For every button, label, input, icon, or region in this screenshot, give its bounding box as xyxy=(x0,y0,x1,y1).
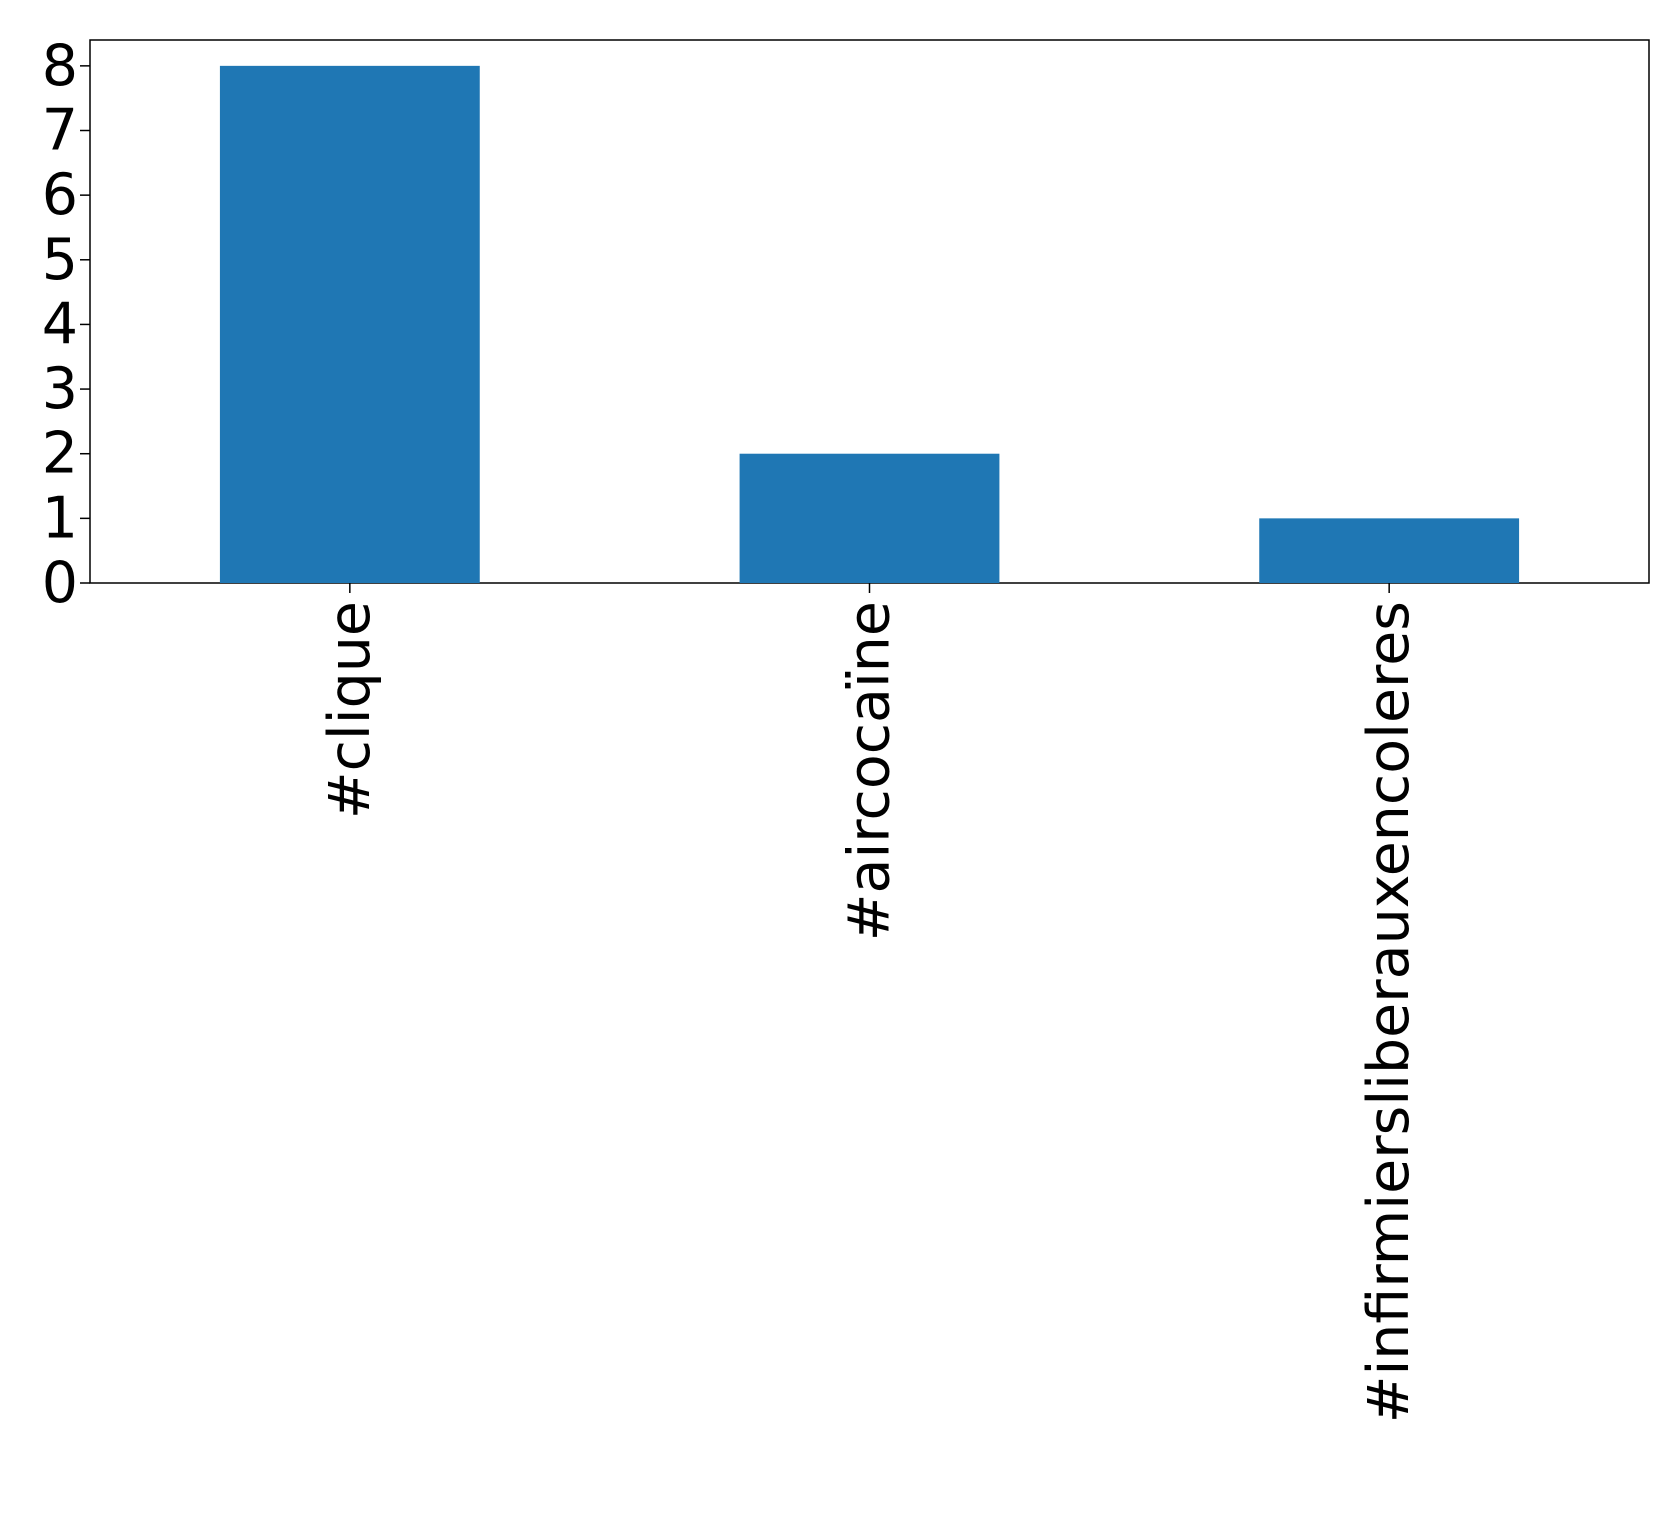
x-tick-label: #infirmiersliberauxencoleres xyxy=(1356,601,1422,1423)
y-tick-label: 6 xyxy=(42,162,78,228)
y-tick-label: 1 xyxy=(42,485,78,551)
y-tick-label: 7 xyxy=(42,98,78,164)
bar-2 xyxy=(1259,518,1520,583)
y-tick-label: 5 xyxy=(42,227,78,293)
y-tick-label: 3 xyxy=(42,356,78,422)
bars xyxy=(219,65,1520,584)
bar-0 xyxy=(219,65,480,584)
x-axis: #clique #aircocaïne #infirmiersliberauxenc… xyxy=(317,583,1422,1423)
y-tick-label: 0 xyxy=(42,550,78,616)
x-tick-label: #aircocaïne xyxy=(837,601,903,941)
y-tick-label: 8 xyxy=(42,33,78,99)
y-tick-label: 4 xyxy=(42,291,78,357)
y-tick-label: 2 xyxy=(42,421,78,487)
x-tick-label: #clique xyxy=(317,601,383,819)
bar-1 xyxy=(739,453,1000,583)
